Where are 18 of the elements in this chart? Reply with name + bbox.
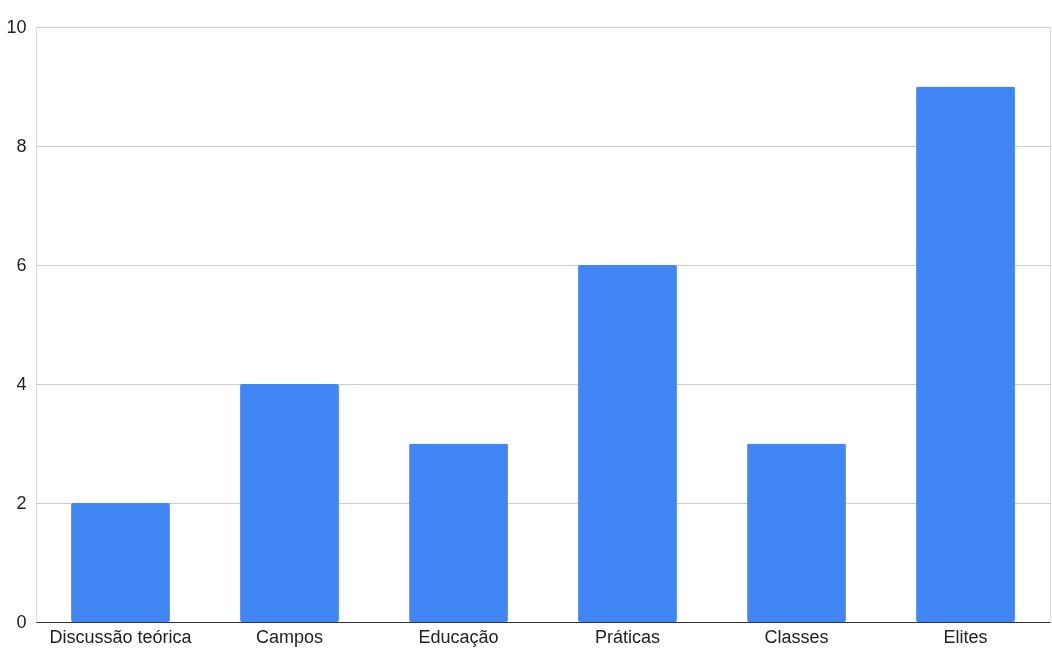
x-tick-label: Elites <box>943 626 988 647</box>
y-tick-label: 10 <box>6 16 27 37</box>
bar <box>916 86 1015 622</box>
x-tick-label: Educação <box>418 626 499 647</box>
x-tick-label: Classes <box>764 626 829 647</box>
bar <box>409 443 508 622</box>
x-tick-label: Práticas <box>594 626 661 647</box>
y-tick-label: 0 <box>16 611 27 632</box>
x-tick-label: Discussão teórica <box>49 626 193 647</box>
bar <box>747 443 846 622</box>
bar <box>578 265 677 622</box>
bar <box>71 503 170 622</box>
y-tick-label: 2 <box>16 492 27 513</box>
y-tick-label: 4 <box>16 373 27 394</box>
bar <box>240 384 339 622</box>
y-tick-label: 8 <box>16 135 27 156</box>
x-tick-label: Campos <box>255 626 324 647</box>
y-tick-label: 6 <box>16 254 27 275</box>
